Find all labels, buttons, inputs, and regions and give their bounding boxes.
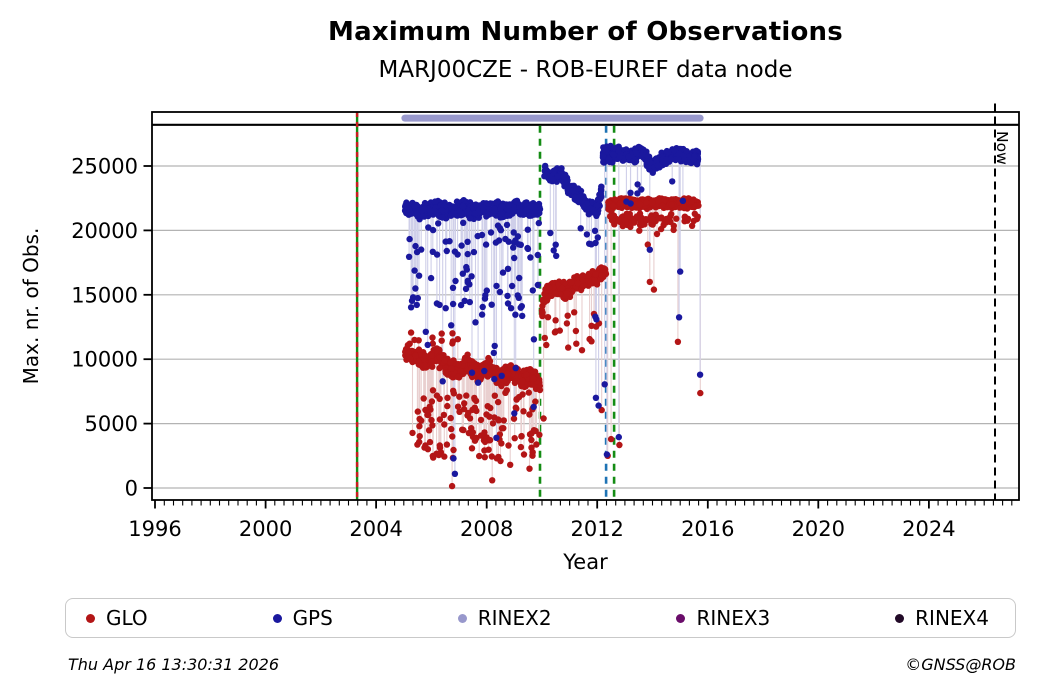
x-tick-label: 2024	[902, 517, 955, 541]
y-axis-ticks: 0 5000 10000 15000 20000 25000	[71, 155, 152, 501]
x-tick-label: 1996	[128, 517, 181, 541]
x-axis-ticks: 1996 2000 2004 2008 2012 2016 2020 2024	[128, 500, 1013, 541]
legend: GLO GPS RINEX2 RINEX3 RINEX4	[65, 598, 1016, 638]
glo-marker-icon	[86, 613, 95, 623]
y-tick-label: 0	[125, 477, 138, 501]
legend-item-glo: GLO	[86, 606, 148, 630]
legend-label: RINEX4	[915, 606, 989, 630]
legend-label: RINEX2	[477, 606, 552, 630]
copyright: ©GNSS@ROB	[905, 655, 1016, 674]
x-tick-label: 2016	[681, 517, 734, 541]
legend-label: GPS	[292, 606, 333, 630]
plot-frame	[151, 111, 1020, 501]
rinex3-marker-icon	[676, 613, 686, 623]
legend-label: RINEX3	[696, 606, 771, 630]
x-tick-label: 2020	[792, 517, 845, 541]
scatter-points-glo	[402, 195, 704, 490]
y-tick-label: 20000	[71, 219, 138, 243]
gridlines	[152, 165, 1019, 489]
x-tick-label: 2004	[349, 517, 402, 541]
rinex2-marker-icon	[457, 613, 467, 623]
legend-item-rinex3: RINEX3	[676, 606, 770, 630]
legend-item-gps: GPS	[272, 606, 333, 630]
chart-title: Maximum Number of Observations	[328, 17, 843, 47]
x-tick-label: 2008	[460, 517, 513, 541]
x-tick-label: 2000	[239, 517, 292, 541]
gps-marker-icon	[272, 613, 282, 623]
timestamp: Thu Apr 16 13:30:31 2026	[68, 655, 280, 674]
y-tick-label: 10000	[71, 348, 138, 372]
scatter-points-gps	[401, 142, 704, 477]
x-tick-label: 2012	[570, 517, 623, 541]
x-axis-label: Year	[563, 550, 608, 574]
y-tick-label: 25000	[71, 155, 138, 179]
legend-label: GLO	[106, 606, 148, 630]
chart-subtitle: MARJ00CZE - ROB-EUREF data node	[378, 57, 793, 83]
legend-item-rinex4: RINEX4	[895, 606, 989, 630]
y-tick-label: 15000	[71, 283, 138, 307]
now-label: Now	[993, 131, 1011, 165]
rinex4-marker-icon	[895, 613, 905, 623]
legend-item-rinex2: RINEX2	[457, 606, 552, 630]
y-tick-label: 5000	[85, 412, 138, 436]
